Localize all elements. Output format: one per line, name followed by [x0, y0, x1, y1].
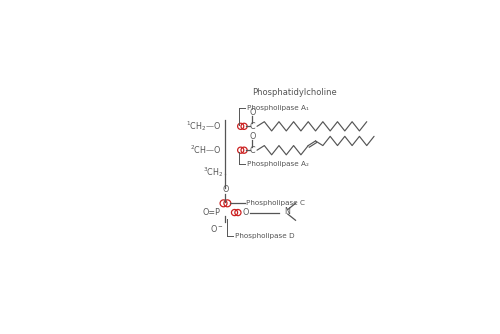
Text: Phospholipase A₁: Phospholipase A₁ [247, 105, 309, 111]
Text: O: O [242, 208, 249, 217]
Text: O: O [222, 185, 228, 194]
Text: Phosphatidylcholine: Phosphatidylcholine [252, 88, 337, 97]
Text: O$^-$: O$^-$ [210, 223, 224, 234]
Text: $^3$CH$_2$: $^3$CH$_2$ [204, 166, 224, 179]
Text: C: C [250, 146, 255, 155]
Text: C: C [250, 122, 255, 131]
Text: $^1$CH$_2$—O: $^1$CH$_2$—O [186, 119, 222, 133]
Text: N: N [284, 206, 290, 215]
Text: $^2$CH—O: $^2$CH—O [190, 144, 222, 156]
Text: Phospholipase C: Phospholipase C [246, 200, 305, 206]
Text: Phospholipase D: Phospholipase D [234, 233, 294, 239]
Text: Phospholipase A₂: Phospholipase A₂ [247, 161, 309, 167]
Text: O: O [249, 108, 256, 117]
Text: O=P: O=P [203, 208, 221, 217]
Text: O: O [249, 132, 256, 141]
